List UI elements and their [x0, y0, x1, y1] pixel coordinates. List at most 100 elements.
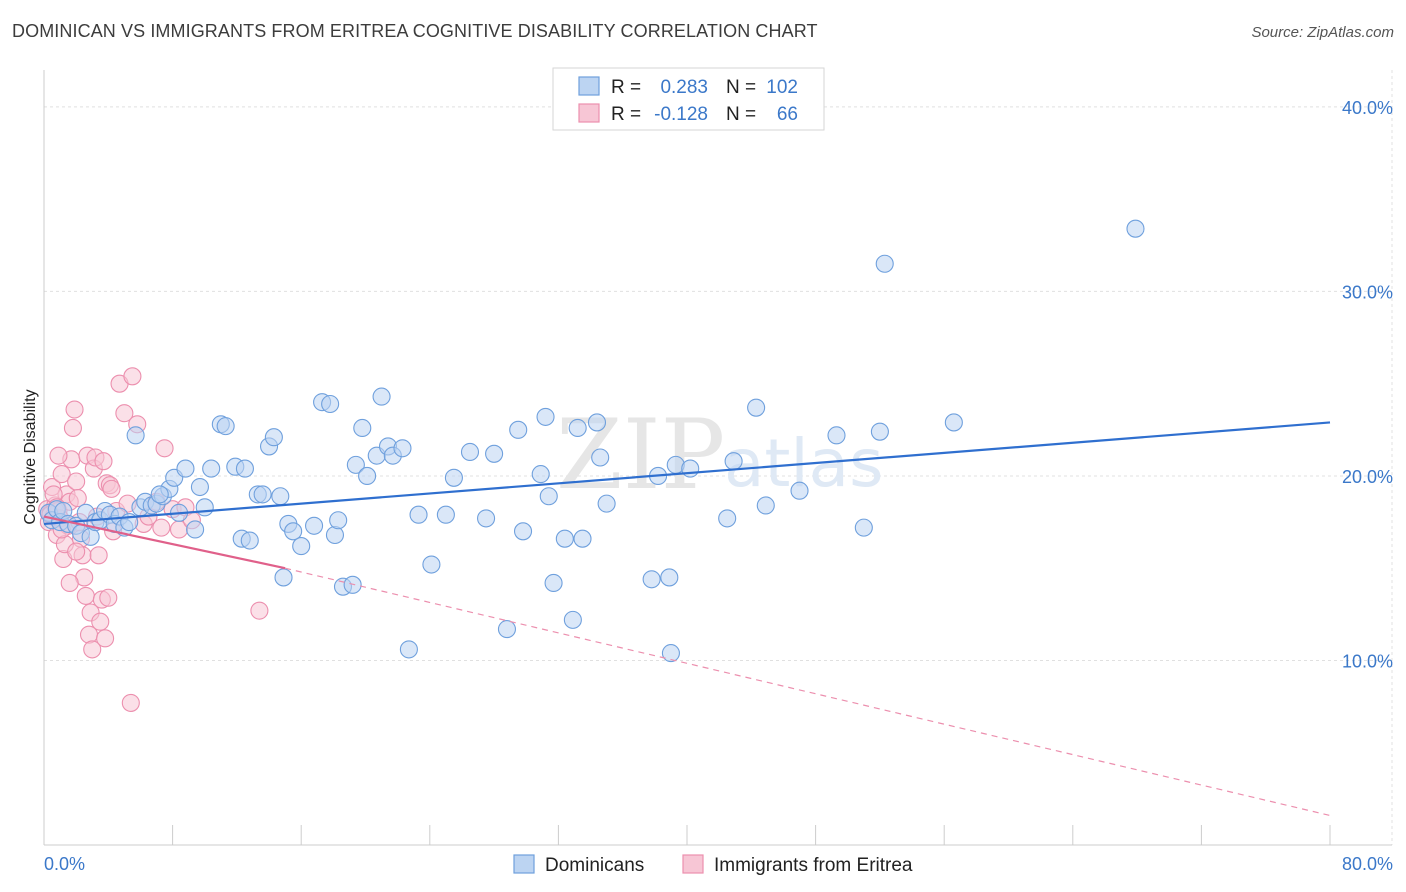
y-tick-label-40: 40.0% — [1342, 98, 1393, 118]
eritrea-point-63 — [250, 601, 269, 620]
legend-n-value-dominicans: 102 — [766, 77, 798, 98]
dominicans-point-28 — [186, 520, 205, 539]
dominicans-point-81 — [587, 413, 607, 432]
dominicans-point-91 — [724, 452, 743, 471]
dominicans-point-78 — [563, 610, 582, 629]
dominicans-point-75 — [539, 487, 558, 506]
tick-labels: 10.0% 20.0% 30.0% 40.0% 0.0% 80.0% — [44, 98, 1393, 874]
dominicans-point-55 — [358, 466, 377, 486]
y-axis-title: Cognitive Disability — [22, 389, 39, 524]
eritrea-point-60 — [60, 573, 79, 593]
dominicans-point-70 — [497, 620, 517, 639]
eritrea-point-17 — [65, 400, 84, 419]
eritrea-point-36 — [96, 629, 115, 648]
legend-n-label-dominicans: N = — [726, 77, 756, 98]
dominicans-point-89 — [681, 459, 700, 478]
dominicans-point-87 — [661, 644, 680, 663]
eritrea-point-24 — [76, 586, 95, 605]
dominicans-point-61 — [274, 568, 293, 587]
chart-title: DOMINICAN VS IMMIGRANTS FROM ERITREA COG… — [12, 21, 818, 41]
eritrea-point-59 — [49, 446, 68, 465]
dominicans-point-31 — [202, 459, 221, 478]
dominicans-point-30 — [195, 498, 214, 517]
bottom-legend-label-dominicans: Dominicans — [545, 855, 644, 876]
dominicans-point-93 — [756, 496, 775, 515]
dominicans-point-94 — [790, 481, 809, 500]
source-credit: Source: ZipAtlas.com — [1251, 24, 1394, 41]
dominicans-point-29 — [190, 477, 209, 497]
legend-swatch-dominicans — [578, 76, 600, 96]
eritrea-point-52 — [155, 439, 174, 458]
dominicans-point-98 — [875, 254, 894, 273]
dominicans-point-90 — [718, 509, 737, 528]
dominicans-point-72 — [513, 522, 533, 541]
dominicans-point-68 — [477, 509, 496, 528]
dominicans-point-86 — [660, 568, 679, 587]
dominicans-point-101 — [150, 485, 169, 504]
dominicans-point-83 — [597, 494, 616, 513]
eritrea-point-38 — [99, 588, 118, 607]
dominicans-point-54 — [353, 418, 372, 438]
dominicans-point-18 — [126, 426, 145, 445]
legend-n-label-eritrea: N = — [726, 104, 756, 125]
dominicans-point-74 — [536, 407, 555, 426]
dominicans-point-50 — [329, 511, 348, 530]
dominicans-point-84 — [642, 570, 661, 589]
dominicans-point-77 — [555, 529, 574, 548]
dominicans-point-66 — [444, 468, 463, 487]
trend-line-dominicans — [43, 421, 1331, 526]
bottom-legend-swatch-eritrea — [682, 854, 704, 874]
dominicans-point-71 — [509, 420, 528, 439]
dominicans-point-73 — [531, 465, 550, 484]
watermark-zip: ZIP — [556, 399, 725, 511]
dominicans-point-57 — [372, 387, 391, 406]
dominicans-point-99 — [944, 413, 963, 432]
dominicans-point-100 — [1126, 219, 1145, 238]
axes — [43, 70, 1392, 846]
dominicans-point-64 — [422, 555, 441, 574]
eritrea-point-35 — [94, 452, 113, 471]
dominicans-point-49 — [325, 525, 345, 545]
eritrea-point-51 — [152, 518, 171, 537]
eritrea-point-9 — [52, 465, 71, 484]
legend-r-value-dominicans: 0.283 — [660, 77, 708, 98]
eritrea-point-19 — [68, 489, 87, 508]
eritrea-point-61 — [67, 542, 86, 561]
dominicans-point-67 — [460, 442, 480, 462]
eritrea-point-18 — [67, 472, 86, 491]
bottom-legend-label-eritrea: Immigrants from Eritrea — [714, 855, 913, 876]
dominicans-point-44 — [284, 522, 303, 541]
eritrea-point-40 — [102, 479, 121, 498]
trend-lines — [43, 421, 1331, 817]
eritrea-point-46 — [123, 367, 142, 386]
eritrea-point-33 — [91, 612, 110, 631]
y-tick-label-30: 30.0% — [1342, 282, 1393, 302]
dominicans-point-80 — [573, 529, 592, 548]
dominicans-point-82 — [591, 448, 610, 467]
dominicans-point-46 — [305, 516, 324, 535]
dominicans-point-63 — [409, 505, 428, 524]
y-tick-label-20: 20.0% — [1342, 467, 1393, 487]
dominicans-point-42 — [271, 487, 290, 506]
dominicans-point-97 — [870, 422, 889, 441]
correlation-legend: R = 0.283 N = 102 R = -0.128 N = 66 — [552, 67, 825, 131]
eritrea-point-44 — [115, 404, 134, 423]
dominicans-point-45 — [292, 537, 311, 556]
dominicans-point-33 — [216, 417, 235, 436]
x-tick-label-0: 0.0% — [44, 854, 85, 874]
dominicans-point-27 — [176, 459, 195, 478]
series-dominicans-points — [39, 219, 1145, 663]
dominicans-point-52 — [343, 575, 362, 594]
legend-r-value-eritrea: -0.128 — [654, 104, 708, 125]
dominicans-point-76 — [544, 573, 563, 593]
eritrea-point-62 — [121, 693, 140, 712]
x-tick-label-80: 80.0% — [1342, 854, 1393, 874]
bottom-legend-swatch-dominicans — [513, 854, 535, 874]
dominicans-point-41 — [264, 428, 283, 447]
legend-r-label-dominicans: R = — [611, 77, 641, 98]
series-legend: Dominicans Immigrants from Eritrea — [513, 854, 913, 876]
legend-n-value-eritrea: 66 — [777, 104, 798, 125]
trend-line-eritrea-extension — [284, 567, 1331, 817]
grid-lines — [44, 70, 1393, 845]
